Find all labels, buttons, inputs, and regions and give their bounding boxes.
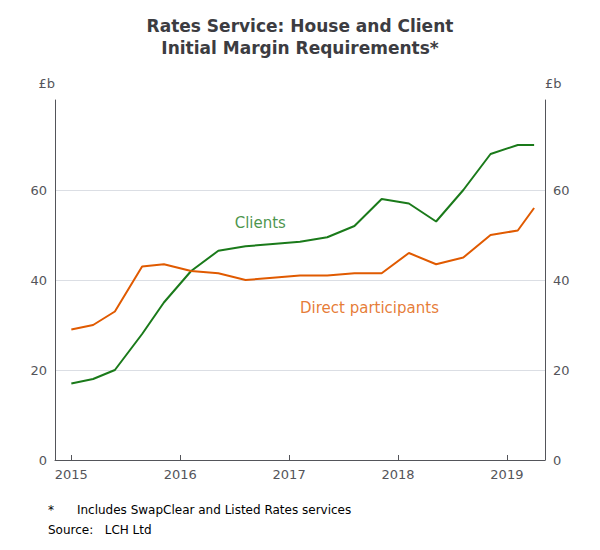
svg-text:20: 20 <box>30 363 47 378</box>
svg-text:40: 40 <box>553 273 570 288</box>
svg-text:Clients: Clients <box>235 214 286 232</box>
svg-text:£b: £b <box>38 76 55 91</box>
svg-text:2018: 2018 <box>381 467 414 482</box>
svg-text:60: 60 <box>553 183 570 198</box>
svg-text:2016: 2016 <box>164 467 197 482</box>
svg-text:20: 20 <box>553 363 570 378</box>
svg-text:60: 60 <box>30 183 47 198</box>
svg-text:0: 0 <box>39 453 47 468</box>
svg-text:2015: 2015 <box>55 467 88 482</box>
svg-text:Initial Margin Requirements*: Initial Margin Requirements* <box>161 38 438 58</box>
svg-text:Rates Service: House and Clien: Rates Service: House and Client <box>147 16 454 36</box>
svg-text:Source: LCH Ltd: Source: LCH Ltd <box>48 523 152 537</box>
svg-text:* Includes SwapClear and: * Includes SwapClear and Listed Rates se… <box>48 503 351 517</box>
svg-text:40: 40 <box>30 273 47 288</box>
svg-text:2019: 2019 <box>490 467 523 482</box>
svg-text:Direct participants: Direct participants <box>300 299 439 317</box>
svg-text:2017: 2017 <box>273 467 306 482</box>
svg-text:£b: £b <box>545 76 562 91</box>
svg-text:0: 0 <box>553 453 561 468</box>
